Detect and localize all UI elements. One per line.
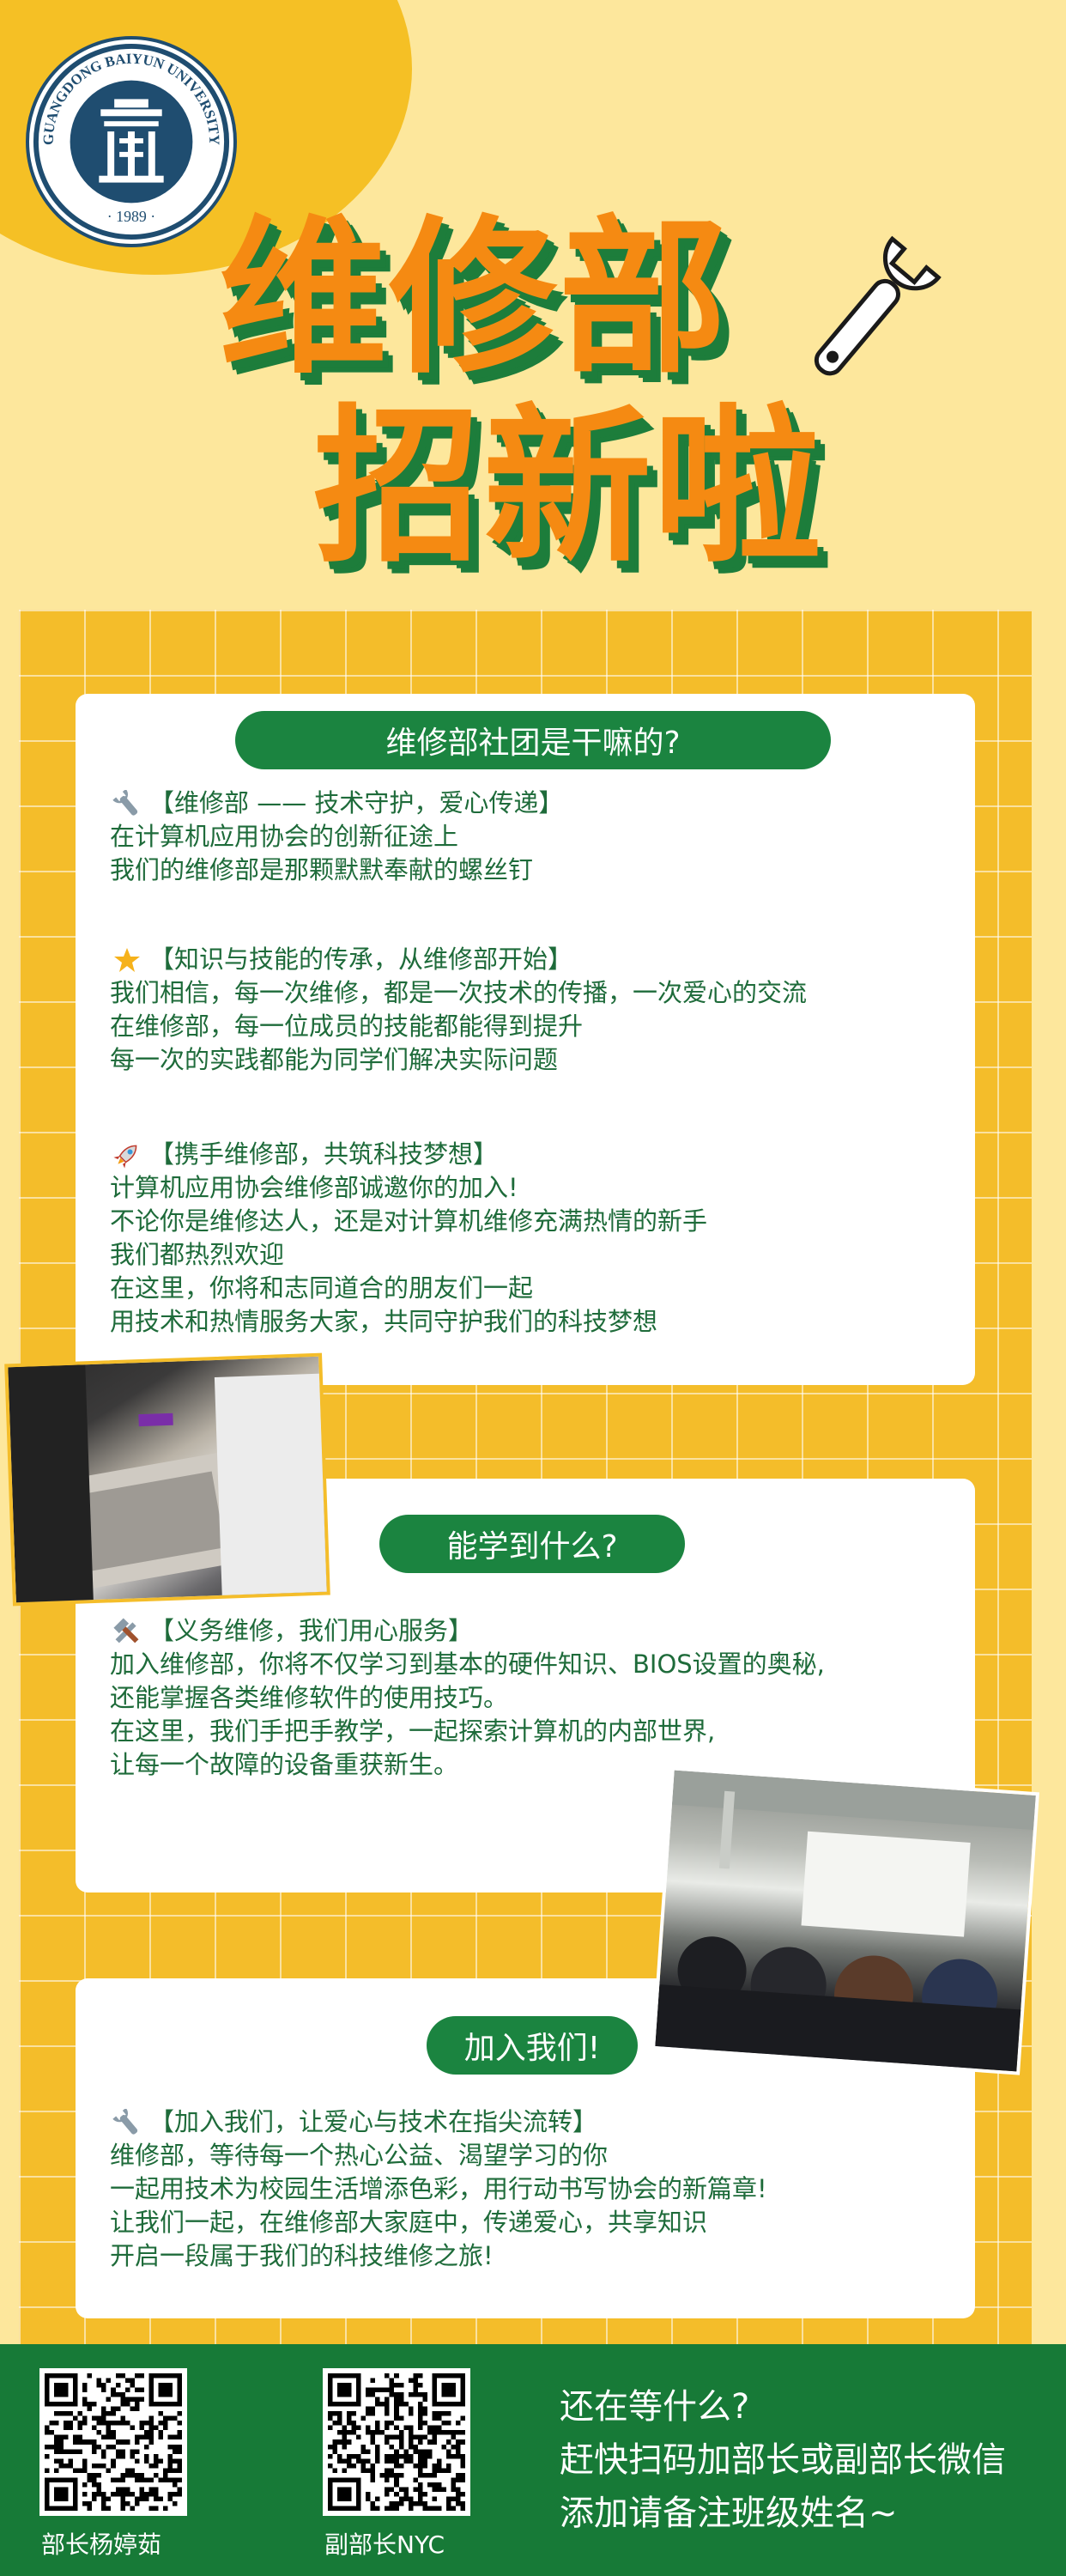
learn-block-line-2: 还能掌握各类维修软件的使用技巧。 [110,1683,509,1712]
call-to-action: 还在等什么? 赶快扫码加部长或副部长微信 添加请备注班级姓名~ [560,2380,1006,2540]
join-block-line-3: 让我们一起，在维修部大家庭中，传递爱心，共享知识 [110,2208,708,2237]
join-block: 【加入我们，让爱心与技术在指尖流转】 维修部，等待每一个热心公益、渴望学习的你 … [110,2105,767,2273]
join-block-line-4: 开启一段属于我们的科技维修之旅! [110,2241,494,2270]
join-block-line-2: 一起用技术为校园生活增添色彩，用行动书写协会的新篇章! [110,2174,767,2203]
title-line-1: 维修部 [219,201,730,397]
qr-code-icon[interactable] [39,2368,187,2516]
cta-line-2: 赶快扫码加部长或副部长微信 [560,2440,1006,2480]
about-block-3: 【携手维修部，共筑科技梦想】 计算机应用协会维修部诚邀你的加入! 不论你是维修达… [110,1138,707,1339]
about-card [76,694,975,1385]
about-block-2-heading: 【知识与技能的传承，从维修部开始】 [149,945,573,974]
about-block-3-line-4: 在这里，你将和志同道合的朋友们一起 [110,1273,534,1303]
wrench-icon [112,2108,138,2135]
about-block-1-line-2: 我们的维修部是那颗默默奉献的螺丝钉 [110,855,534,884]
learn-block-line-1: 加入维修部，你将不仅学习到基本的硬件知识、BIOS设置的奥秘, [110,1649,825,1679]
about-block-3-line-1: 计算机应用协会维修部诚邀你的加入! [110,1173,518,1202]
cta-line-3: 添加请备注班级姓名~ [560,2494,898,2533]
learn-section-title: 能学到什么? [379,1515,685,1573]
about-block-2: 【知识与技能的传承，从维修部开始】 我们相信，每一次维修，都是一次技术的传播，一… [110,943,807,1077]
about-block-3-line-3: 我们都热烈欢迎 [110,1240,285,1269]
star-icon [114,947,140,972]
about-block-3-heading: 【携手维修部，共筑科技梦想】 [149,1139,499,1169]
learn-block-heading: 【义务维修，我们用心服务】 [149,1616,474,1645]
join-block-line-1: 维修部，等待每一个热心公益、渴望学习的你 [110,2141,609,2170]
join-section-title: 加入我们! [427,2016,638,2075]
about-block-3-line-5: 用技术和热情服务大家，共同守护我们的科技梦想 [110,1307,658,1336]
logo-year: · 1989 · [107,208,155,225]
about-block-2-line-2: 在维修部，每一位成员的技能都能得到提升 [110,1012,584,1041]
learn-block-line-4: 让每一个故障的设备重获新生。 [110,1750,459,1779]
about-block-3-line-2: 不论你是维修达人，还是对计算机维修充满热情的新手 [110,1206,708,1236]
about-block-1: 【维修部 —— 技术守护，爱心传递】 在计算机应用协会的创新征途上 我们的维修部… [110,787,563,887]
repair-photo [4,1352,330,1607]
tools-icon [113,1617,139,1643]
qr-code-icon[interactable] [323,2368,470,2516]
join-block-heading: 【加入我们，让爱心与技术在指尖流转】 [149,2107,598,2136]
title-line-2: 招新啦 [313,390,824,586]
director-label: 部长杨婷茹 [41,2530,162,2559]
about-section-title: 维修部社团是干嘛的? [235,711,831,769]
about-block-1-line-1: 在计算机应用协会的创新征途上 [110,822,459,851]
wrench-icon [112,789,138,816]
about-block-2-line-3: 每一次的实践都能为同学们解决实际问题 [110,1045,559,1074]
rocket-icon [113,1145,137,1169]
university-logo: GUANGDONG BAIYUN UNIVERSITY · 1989 · [26,36,237,247]
learn-block: 【义务维修，我们用心服务】 加入维修部，你将不仅学习到基本的硬件知识、BIOS设… [110,1614,825,1782]
deputy-director-label: 副部长NYC [324,2530,445,2559]
about-block-2-line-1: 我们相信，每一次维修，都是一次技术的传播，一次爱心的交流 [110,978,808,1007]
learn-block-line-3: 在这里，我们手把手教学，一起探索计算机的内部世界, [110,1716,716,1746]
about-block-1-heading: 【维修部 —— 技术守护，爱心传递】 [149,788,564,817]
wrench-icon [814,235,942,376]
classroom-photo [651,1766,1039,2075]
cta-line-1: 还在等什么? [560,2387,750,2427]
